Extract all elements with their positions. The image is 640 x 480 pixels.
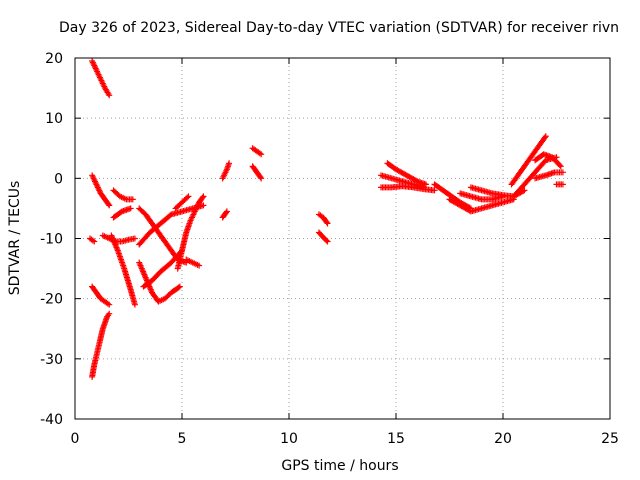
series-arc-13 (140, 247, 185, 290)
series-arc-18 (219, 160, 233, 182)
grid (75, 58, 610, 419)
series-arc-04 (89, 283, 113, 308)
y-tick-label: -20 (40, 292, 63, 308)
series-arc-26 (431, 181, 474, 212)
data-mark (508, 133, 549, 188)
chart-title: Day 326 of 2023, Sidereal Day-to-day VTE… (59, 20, 619, 36)
series-arc-09 (110, 205, 134, 221)
series-arc-24 (384, 160, 429, 188)
y-tick-label: 10 (45, 111, 63, 127)
data-mark (431, 181, 474, 212)
data-mark (384, 160, 429, 188)
series-arc-30 (508, 133, 549, 188)
y-tick-label: 0 (54, 171, 63, 187)
data-mark (249, 163, 265, 182)
data-mark (99, 232, 138, 245)
series-arc-17 (219, 208, 230, 221)
data-mark (172, 193, 192, 212)
y-tick-labels: -40 -30 -20 -10 0 10 20 (40, 51, 63, 428)
data-mark (378, 172, 427, 191)
data-mark (174, 193, 207, 272)
series-arc-05 (89, 310, 113, 380)
data-mark (183, 256, 203, 269)
data-mark (457, 190, 506, 203)
y-axis-label: SDTVAR / TECUs (7, 181, 23, 296)
series-arc-15 (183, 256, 203, 269)
data-points (86, 58, 566, 380)
data-mark (532, 169, 566, 182)
data-mark (249, 145, 265, 158)
data-mark (532, 151, 564, 170)
data-mark (108, 232, 138, 308)
x-tick-label: 15 (387, 431, 405, 447)
x-tick-labels: 0 5 10 15 20 25 (71, 431, 619, 447)
plot-frame (74, 57, 611, 420)
x-tick-label: 10 (280, 431, 298, 447)
series-arc-14 (174, 193, 207, 272)
x-axis-label: GPS time / hours (281, 458, 398, 474)
data-mark (89, 310, 113, 380)
data-mark (219, 160, 233, 182)
series-arc-25 (378, 172, 427, 191)
series-arc-16 (172, 193, 192, 212)
y-tick-label: -40 (40, 412, 63, 428)
series-arc-19 (249, 145, 265, 158)
data-mark (446, 196, 517, 215)
data-mark (89, 58, 113, 99)
data-mark (89, 172, 113, 209)
series-arc-02 (89, 172, 113, 209)
series-arc-21 (315, 211, 331, 227)
data-mark (315, 211, 331, 227)
x-tick-label: 0 (71, 431, 80, 447)
data-mark (89, 283, 113, 308)
data-mark (136, 259, 183, 305)
series-arc-20 (249, 163, 265, 182)
x-tick-label: 5 (178, 431, 187, 447)
data-mark (86, 235, 98, 245)
data-mark (553, 181, 566, 188)
y-tick-label: -30 (40, 352, 63, 368)
series-arc-27 (446, 196, 517, 215)
series-arc-03 (86, 235, 98, 245)
data-mark (140, 247, 185, 290)
data-mark (219, 208, 230, 221)
y-tick-label: 20 (45, 51, 63, 67)
series-arc-01 (89, 58, 113, 99)
x-tick-label: 25 (601, 431, 619, 447)
series-arc-33 (532, 169, 566, 182)
series-arc-06 (99, 232, 138, 245)
series-arc-12 (136, 259, 183, 305)
series-arc-22 (315, 229, 331, 245)
series-arc-34 (553, 181, 566, 188)
series-arc-32 (532, 151, 564, 170)
data-mark (110, 205, 134, 221)
data-mark (110, 187, 136, 203)
x-tick-label: 20 (494, 431, 512, 447)
series-arc-08 (110, 187, 136, 203)
series-arc-28 (457, 190, 506, 203)
y-tick-label: -10 (40, 232, 63, 248)
data-mark (315, 229, 331, 245)
series-arc-07 (108, 232, 138, 308)
